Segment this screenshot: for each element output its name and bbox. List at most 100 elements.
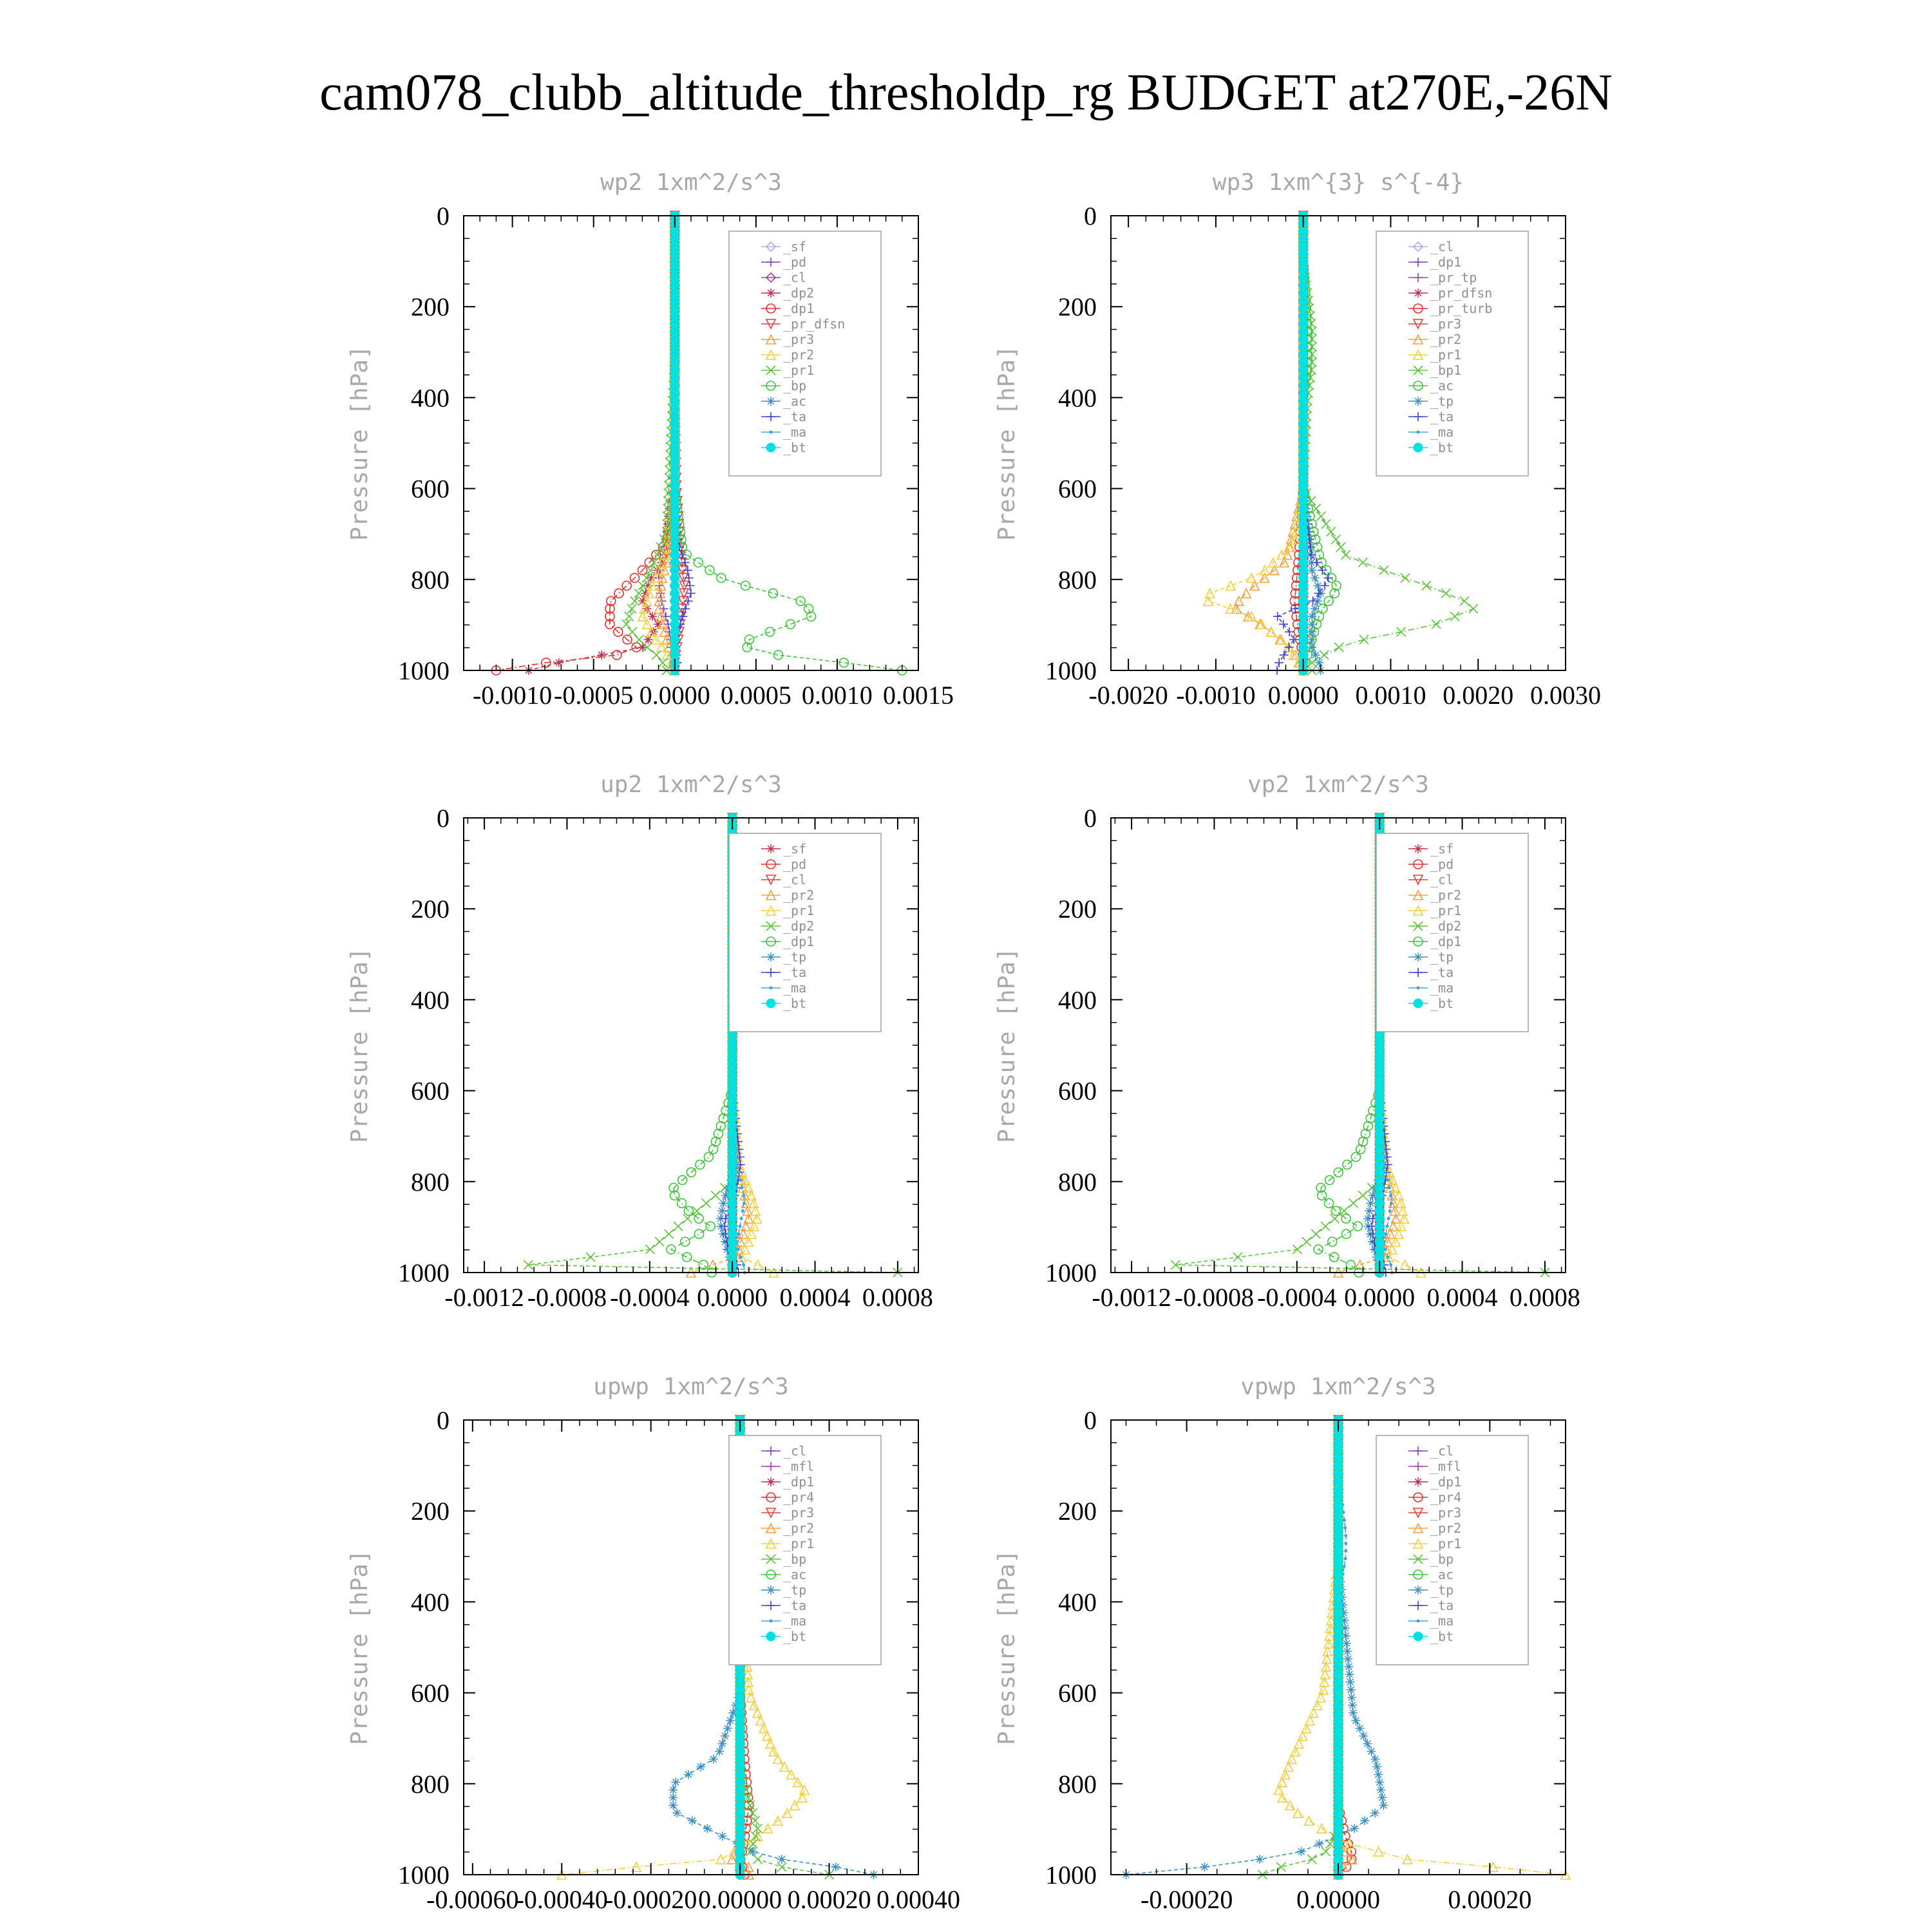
data-point (1265, 626, 1277, 637)
y-tick-label: 600 (1058, 475, 1097, 504)
legend-marker (766, 936, 776, 947)
y-tick-label: 800 (411, 1770, 450, 1799)
data-point (1341, 549, 1351, 560)
y-tick-label: 200 (411, 895, 450, 923)
data-point (1170, 1260, 1180, 1270)
legend-entry: _pr2 (783, 887, 814, 903)
y-tick-label: 800 (1058, 565, 1097, 594)
y-tick-label: 600 (1058, 1077, 1097, 1106)
data-point (1366, 1198, 1376, 1208)
data-point (1393, 1228, 1404, 1239)
data-point (630, 596, 640, 606)
legend-marker (766, 1586, 775, 1595)
data-point (661, 634, 672, 645)
y-tick-label: 400 (411, 1587, 450, 1616)
data-point (1307, 565, 1317, 575)
data-point (777, 1862, 787, 1872)
x-tick-label: -0.00040 (516, 1885, 608, 1914)
data-point (1387, 1186, 1391, 1189)
legend-marker (1413, 365, 1423, 375)
data-point (1313, 581, 1323, 591)
data-point (695, 1159, 705, 1170)
data-point (1285, 627, 1294, 637)
data-point (764, 1738, 776, 1749)
data-point (696, 1762, 706, 1772)
legend-marker (766, 1446, 775, 1455)
data-point (662, 519, 672, 529)
y-tick-label: 800 (1058, 1168, 1097, 1197)
panel-2: wp3 1xm^{3} s^{-4} Pressure [hPa] 0 200 400 6… (994, 169, 1601, 710)
legend-marker (1414, 273, 1423, 282)
legend-marker (766, 1477, 775, 1486)
data-point (1282, 549, 1293, 560)
data-point (1307, 620, 1317, 629)
data-point (1279, 650, 1289, 660)
data-point (705, 1221, 716, 1232)
legend-entry: _pd (1430, 857, 1454, 872)
data-point (1310, 573, 1320, 583)
legend: _sf_pd_cl_pr2_pr1_dp2_dp1_tp_ta_ma_bt (1376, 833, 1529, 1032)
x-tick-label: -0.0010 (1176, 681, 1255, 710)
data-point (627, 603, 637, 614)
data-point (1396, 1197, 1406, 1209)
data-point (719, 1198, 728, 1208)
data-point (637, 565, 648, 576)
data-point (1385, 1228, 1396, 1239)
data-point (1385, 1224, 1389, 1228)
data-point (745, 1800, 755, 1810)
data-point (743, 1182, 754, 1193)
legend-box (728, 1435, 882, 1665)
data-point (1311, 650, 1320, 660)
data-point (1329, 1213, 1340, 1224)
data-point (679, 1236, 690, 1247)
data-point (1321, 519, 1331, 529)
panel-title: wp3 1xm^{3} s^{-4} (1213, 169, 1464, 196)
data-point (748, 1220, 760, 1231)
legend-marker (765, 889, 777, 900)
x-tick-label: 0.0000 (1344, 1283, 1415, 1312)
legend-entry: _pr_turb (1430, 301, 1492, 316)
legend-marker (1414, 397, 1423, 406)
data-point (639, 603, 650, 614)
data-point (1393, 1189, 1404, 1201)
data-point (777, 1855, 786, 1864)
data-point (1307, 643, 1317, 652)
data-point (677, 1175, 688, 1186)
data-point (1450, 611, 1460, 621)
legend-marker (1416, 430, 1420, 434)
data-point (641, 595, 652, 607)
legend-marker (1414, 968, 1423, 977)
data-point (739, 1217, 743, 1220)
panel-title: wp2 1xm^2/s^3 (600, 169, 782, 196)
legend-marker (1413, 936, 1423, 947)
data-point (1331, 580, 1341, 591)
data-point (831, 1862, 840, 1872)
x-tick-label: -0.0010 (473, 681, 552, 710)
data-point (681, 604, 690, 614)
data-point (703, 1824, 712, 1833)
legend-entry: _sf (1430, 841, 1454, 857)
legend-entry: _pr_tp (1430, 270, 1477, 285)
series-group (1202, 210, 1479, 676)
data-point (720, 1731, 730, 1741)
data-point (1333, 1167, 1344, 1178)
data-point (1256, 618, 1267, 630)
x-tick-label: 0.0004 (1427, 1283, 1498, 1312)
data-point (737, 1232, 741, 1236)
data-point (698, 1260, 709, 1270)
panel-title: up2 1xm^2/s^3 (600, 772, 782, 798)
data-point (681, 1252, 692, 1262)
legend-marker (766, 1492, 776, 1502)
x-tick-label: -0.0012 (1092, 1283, 1171, 1312)
data-point (1342, 1159, 1352, 1170)
legend-marker (1414, 289, 1423, 298)
data-point (1326, 527, 1336, 537)
legend-entry: _dp1 (783, 934, 814, 949)
legend-entry: _tp (1430, 949, 1454, 965)
data-point (554, 658, 564, 668)
legend-marker (766, 289, 775, 298)
x-tick-label: 0.0020 (1443, 681, 1513, 710)
legend-marker (765, 1522, 777, 1533)
data-point (663, 1229, 674, 1239)
data-point (737, 1228, 749, 1239)
